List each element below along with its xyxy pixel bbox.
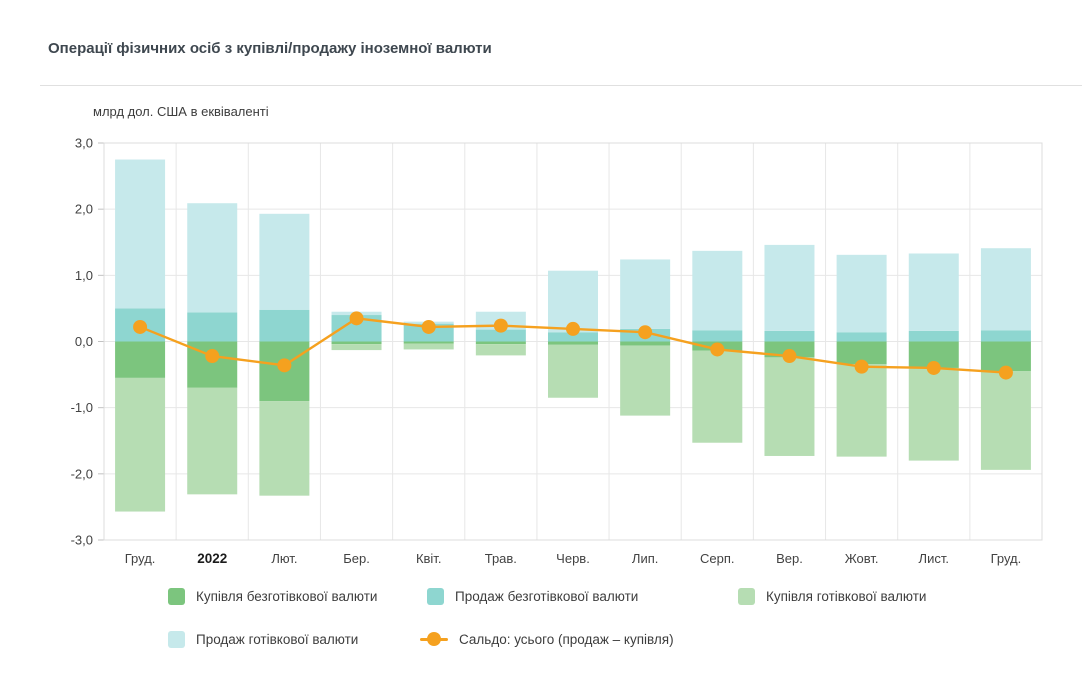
saldo-point xyxy=(926,360,941,375)
y-tick-label: 3,0 xyxy=(75,136,93,151)
bar-segment xyxy=(331,344,382,351)
legend-item-buy-cash[interactable]: Купівля готівкової валюти xyxy=(738,588,926,605)
bar-segment xyxy=(187,203,238,313)
bar-segment xyxy=(331,341,382,345)
bar-segment xyxy=(115,159,166,309)
bar-segment xyxy=(187,312,238,342)
bar-segment xyxy=(259,309,310,342)
x-tick-label: Жовт. xyxy=(845,551,879,566)
bar-segment xyxy=(692,330,743,342)
saldo-point xyxy=(493,318,508,333)
saldo-point xyxy=(710,342,725,357)
bar-segment xyxy=(620,259,671,329)
saldo-line-dot-icon xyxy=(420,631,448,648)
legend-item-sell-cash[interactable]: Продаж готівкової валюти xyxy=(168,631,358,648)
legend-label: Сальдо: усього (продаж – купівля) xyxy=(459,632,674,647)
bar-segment xyxy=(836,363,887,457)
buy-cash-swatch-icon xyxy=(738,588,755,605)
bar-segment xyxy=(908,253,959,331)
bar-segment xyxy=(980,330,1031,342)
plot-border xyxy=(103,142,1043,541)
legend-label: Продаж безготівкової валюти xyxy=(455,589,639,604)
bar-segment xyxy=(980,248,1031,331)
bar-segment xyxy=(259,213,310,310)
bar-segment xyxy=(475,329,526,342)
bar-segment xyxy=(620,345,671,416)
bar-segment xyxy=(836,341,887,364)
bar-segment xyxy=(548,341,598,345)
saldo-point xyxy=(277,358,292,373)
x-tick-label: 2022 xyxy=(197,551,227,566)
legend-item-saldo[interactable]: Сальдо: усього (продаж – купівля) xyxy=(420,631,674,648)
page-title: Операції фізичних осіб з купівлі/продажу… xyxy=(48,40,492,57)
x-tick-label: Бер. xyxy=(343,551,370,566)
bar-segment xyxy=(475,344,526,356)
bar-segment xyxy=(475,341,526,345)
x-tick-label: Трав. xyxy=(485,551,517,566)
x-tick-label: Лист. xyxy=(919,551,949,566)
bar-segment xyxy=(548,344,598,398)
x-tick-label: Лип. xyxy=(632,551,658,566)
bar-segment xyxy=(403,341,454,344)
title-divider xyxy=(40,85,1082,86)
bar-segment xyxy=(620,341,671,346)
x-tick-label: Лют. xyxy=(271,551,297,566)
x-tick-label: Черв. xyxy=(556,551,590,566)
y-tick-label: -3,0 xyxy=(71,533,93,548)
saldo-point xyxy=(782,349,797,364)
saldo-point xyxy=(421,319,436,334)
legend-item-sell-cashless[interactable]: Продаж безготівкової валюти xyxy=(427,588,638,605)
bar-segment xyxy=(692,250,743,331)
legend-label: Купівля безготівкової валюти xyxy=(196,589,378,604)
y-tick-label: -1,0 xyxy=(71,400,93,415)
bar-segment xyxy=(764,357,815,456)
legend-label: Купівля готівкової валюти xyxy=(766,589,927,604)
bar-segment xyxy=(403,343,454,350)
bar-segment xyxy=(908,330,959,342)
x-tick-label: Груд. xyxy=(991,551,1022,566)
saldo-point xyxy=(566,321,580,336)
y-tick-label: -2,0 xyxy=(71,466,93,481)
bar-segment xyxy=(548,332,598,342)
y-tick-label: 1,0 xyxy=(75,268,93,283)
x-tick-label: Груд. xyxy=(125,551,156,566)
y-axis-unit-label: млрд дол. США в еквіваленті xyxy=(93,104,269,119)
saldo-point xyxy=(998,365,1013,380)
chart-canvas[interactable]: 3,0 2,0 1,0 0,0 -1,0 -2,0 -3,0 Груд. 2022 Лют. Бер… xyxy=(38,120,1078,570)
bar-segment xyxy=(692,350,743,443)
bar-segment xyxy=(836,332,887,342)
saldo-point xyxy=(205,349,220,364)
x-tick-label: Серп. xyxy=(700,551,735,566)
sell-cash-swatch-icon xyxy=(168,631,185,648)
bar-segment xyxy=(836,254,887,333)
bar-segment xyxy=(259,401,310,496)
saldo-point xyxy=(638,325,653,340)
bar-segment xyxy=(764,244,815,331)
legend-item-buy-cashless[interactable]: Купівля безготівкової валюти xyxy=(168,588,377,605)
x-tick-label: Квіт. xyxy=(416,551,442,566)
saldo-point xyxy=(854,359,869,374)
sell-cashless-swatch-icon xyxy=(427,588,444,605)
bar-segment xyxy=(115,377,166,512)
saldo-point xyxy=(349,311,364,326)
y-tick-label: 2,0 xyxy=(75,202,93,217)
saldo-point xyxy=(133,319,148,334)
bar-segment xyxy=(908,367,959,461)
x-tick-label: Вер. xyxy=(776,551,803,566)
y-tick-label: 0,0 xyxy=(75,334,93,349)
chart-area: 3,0 2,0 1,0 0,0 -1,0 -2,0 -3,0 Груд. 2022 Лют. Бер… xyxy=(38,120,1078,570)
bar-segment xyxy=(187,387,238,495)
bar-segment xyxy=(115,341,166,378)
bar-segment xyxy=(764,330,815,342)
legend-label: Продаж готівкової валюти xyxy=(196,632,359,647)
buy-cashless-swatch-icon xyxy=(168,588,185,605)
bar-segment xyxy=(980,371,1031,470)
